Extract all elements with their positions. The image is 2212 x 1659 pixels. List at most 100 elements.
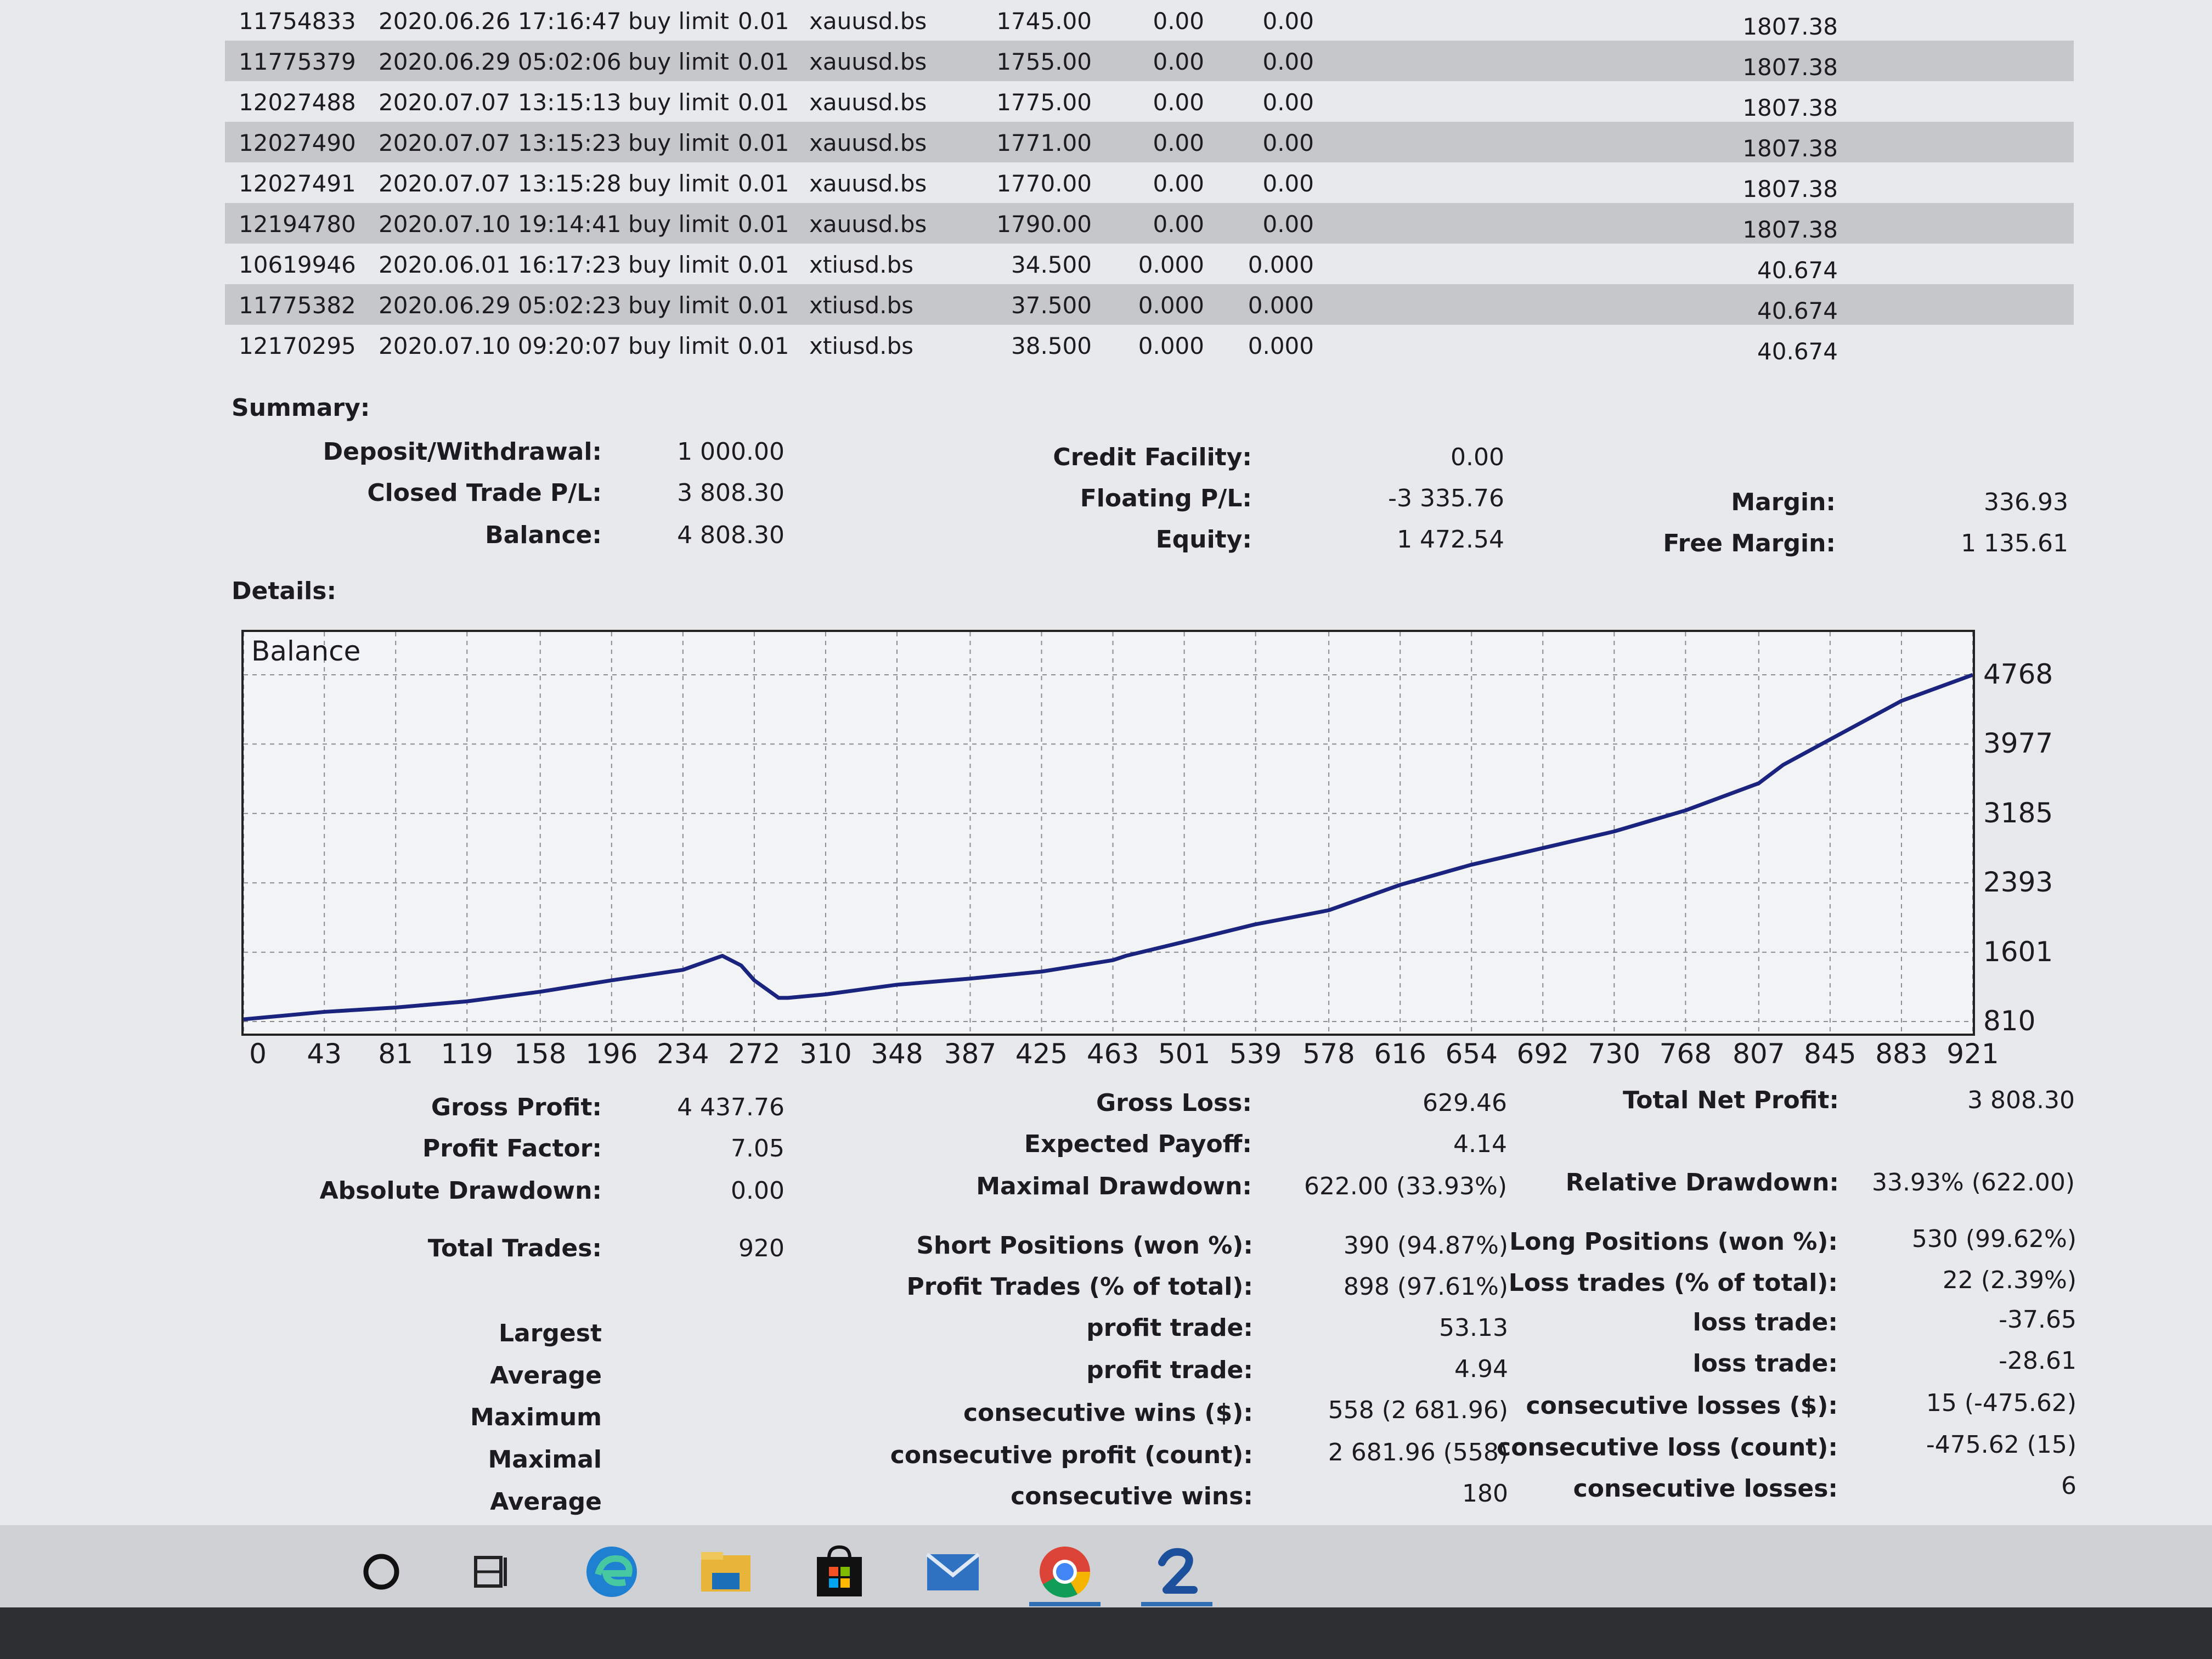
table-row[interactable]: 12027491 2020.07.07 13:15:28 buy limit 0… <box>225 162 2074 203</box>
x-tick-label: 501 <box>1158 1038 1211 1070</box>
deposit-value: 1 000.00 <box>677 438 785 466</box>
order-type: buy limit <box>628 48 729 75</box>
edge-icon[interactable] <box>576 1542 647 1602</box>
floating-value: -3 335.76 <box>1388 484 1504 512</box>
largest-label: Largest <box>499 1319 602 1347</box>
short-positions-label: Short Positions (won %): <box>916 1232 1253 1260</box>
order-ticket: 11775379 <box>239 48 356 75</box>
x-tick-label: 234 <box>657 1038 709 1070</box>
x-tick-label: 463 <box>1086 1038 1139 1070</box>
table-row[interactable]: 10619946 2020.06.01 16:17:23 buy limit 0… <box>225 244 2074 284</box>
profit-factor-value: 7.05 <box>731 1135 785 1163</box>
balance-chart-plot <box>244 632 1973 1034</box>
table-row[interactable]: 11754833 2020.06.26 17:16:47 buy limit 0… <box>225 0 2074 41</box>
order-sl: 0.00 <box>1153 211 1204 238</box>
balance-chart: Balance <box>241 630 1975 1036</box>
y-tick-label: 3185 <box>1983 797 2053 829</box>
long-positions-value: 530 (99.62%) <box>1911 1225 2076 1253</box>
order-ticket: 12027488 <box>239 89 356 116</box>
order-ticket: 11775382 <box>239 292 356 319</box>
x-tick-label: 0 <box>249 1038 267 1070</box>
order-symbol: xauusd.bs <box>809 8 927 35</box>
order-time: 2020.06.29 05:02:06 <box>379 48 622 75</box>
order-time: 2020.06.26 17:16:47 <box>379 8 622 35</box>
store-icon[interactable] <box>804 1542 875 1602</box>
gross-loss-value: 629.46 <box>1423 1089 1507 1117</box>
terminal-app-icon[interactable] <box>1141 1542 1212 1606</box>
abs-drawdown-value: 0.00 <box>731 1177 785 1205</box>
order-price: 37.500 <box>1011 292 1092 319</box>
average-loss-label: loss trade: <box>1692 1350 1838 1378</box>
maximal-loss-value: -475.62 (15) <box>1926 1431 2076 1459</box>
balance-line <box>244 673 1973 1022</box>
avg-cons-losses-value: 6 <box>2061 1472 2076 1500</box>
max-drawdown-label: Maximal Drawdown: <box>976 1172 1252 1200</box>
max-cons-wins-value: 558 (2 681.96) <box>1328 1396 1508 1424</box>
x-tick-label: 768 <box>1659 1038 1712 1070</box>
order-sl: 0.00 <box>1153 8 1204 35</box>
y-tick-label: 2393 <box>1983 866 2053 899</box>
task-view-icon[interactable] <box>458 1542 529 1602</box>
order-volume: 0.01 <box>738 129 789 156</box>
order-symbol: xauusd.bs <box>809 89 927 116</box>
mail-icon[interactable] <box>917 1542 989 1602</box>
equity-value: 1 472.54 <box>1397 526 1504 554</box>
order-market-price: 1807.38 <box>1742 176 1838 202</box>
rel-drawdown-label: Relative Drawdown: <box>1565 1169 1839 1197</box>
y-tick-label: 1601 <box>1983 935 2053 968</box>
order-price: 1790.00 <box>996 211 1092 238</box>
average-label: Average <box>490 1362 602 1390</box>
order-sl: 0.00 <box>1153 48 1204 75</box>
order-symbol: xauusd.bs <box>809 129 927 156</box>
order-price: 1770.00 <box>996 170 1092 197</box>
floating-label: Floating P/L: <box>1080 484 1252 512</box>
average-loss-value: -28.61 <box>1999 1347 2076 1375</box>
long-positions-label: Long Positions (won %): <box>1509 1228 1838 1256</box>
order-market-price: 40.674 <box>1757 338 1838 365</box>
order-volume: 0.01 <box>738 48 789 75</box>
order-type: buy limit <box>628 251 729 278</box>
order-time: 2020.07.10 09:20:07 <box>379 332 622 359</box>
order-symbol: xtiusd.bs <box>809 292 914 319</box>
order-type: buy limit <box>628 292 729 319</box>
order-market-price: 1807.38 <box>1742 13 1838 40</box>
y-tick-label: 4768 <box>1983 658 2053 690</box>
order-volume: 0.01 <box>738 89 789 116</box>
x-tick-label: 43 <box>307 1038 342 1070</box>
cortana-icon[interactable] <box>346 1542 417 1602</box>
table-row[interactable]: 11775382 2020.06.29 05:02:23 buy limit 0… <box>225 284 2074 325</box>
order-tp: 0.00 <box>1262 211 1314 238</box>
maximal-profit-label: consecutive profit (count): <box>890 1441 1253 1469</box>
table-row[interactable]: 12027488 2020.07.07 13:15:13 buy limit 0… <box>225 81 2074 122</box>
largest-loss-value: -37.65 <box>1999 1306 2076 1334</box>
chrome-icon[interactable] <box>1029 1542 1101 1606</box>
margin-value: 336.93 <box>1984 488 2068 516</box>
table-row[interactable]: 12170295 2020.07.10 09:20:07 buy limit 0… <box>225 325 2074 365</box>
largest-profit-label: profit trade: <box>1086 1314 1253 1342</box>
table-row[interactable]: 12194780 2020.07.10 19:14:41 buy limit 0… <box>225 203 2074 244</box>
x-tick-label: 578 <box>1302 1038 1355 1070</box>
order-market-price: 1807.38 <box>1742 135 1838 162</box>
order-price: 1745.00 <box>996 8 1092 35</box>
max-cons-losses-label: consecutive losses ($): <box>1526 1392 1838 1420</box>
order-symbol: xauusd.bs <box>809 48 927 75</box>
gross-profit-label: Gross Profit: <box>431 1093 602 1121</box>
order-tp: 0.000 <box>1248 251 1314 278</box>
order-tp: 0.000 <box>1248 292 1314 319</box>
maximal-label: Maximal <box>488 1446 602 1474</box>
file-explorer-icon[interactable] <box>690 1542 761 1602</box>
table-row[interactable]: 12027490 2020.07.07 13:15:23 buy limit 0… <box>225 122 2074 162</box>
maximum-label: Maximum <box>470 1403 602 1431</box>
order-price: 1755.00 <box>996 48 1092 75</box>
order-sl: 0.000 <box>1138 292 1204 319</box>
equity-label: Equity: <box>1155 526 1252 554</box>
table-row[interactable]: 11775379 2020.06.29 05:02:06 buy limit 0… <box>225 41 2074 81</box>
order-tp: 0.00 <box>1262 8 1314 35</box>
order-type: buy limit <box>628 89 729 116</box>
x-tick-label: 348 <box>871 1038 923 1070</box>
max-cons-losses-value: 15 (-475.62) <box>1926 1389 2076 1417</box>
account-report: 11754833 2020.06.26 17:16:47 buy limit 0… <box>225 0 2076 1516</box>
order-sl: 0.00 <box>1153 129 1204 156</box>
order-type: buy limit <box>628 332 729 359</box>
order-tp: 0.00 <box>1262 170 1314 197</box>
